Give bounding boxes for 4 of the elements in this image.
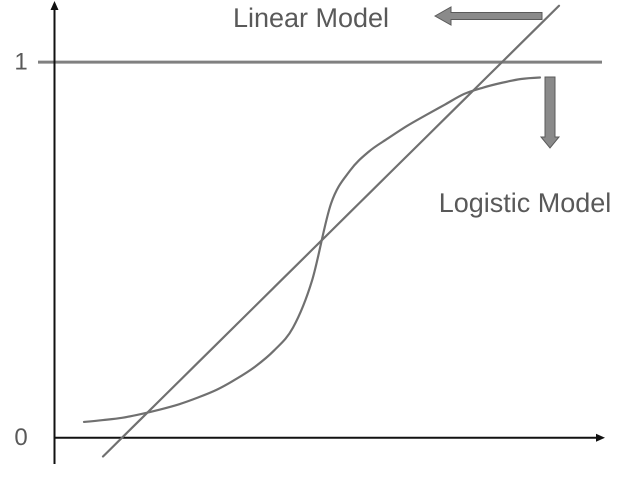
annotation: Logistic Model [438,188,612,218]
y-tick-label: 0 [14,424,28,452]
annotation: Linear Model [232,3,390,33]
y-tick-label: 1 [14,48,28,76]
